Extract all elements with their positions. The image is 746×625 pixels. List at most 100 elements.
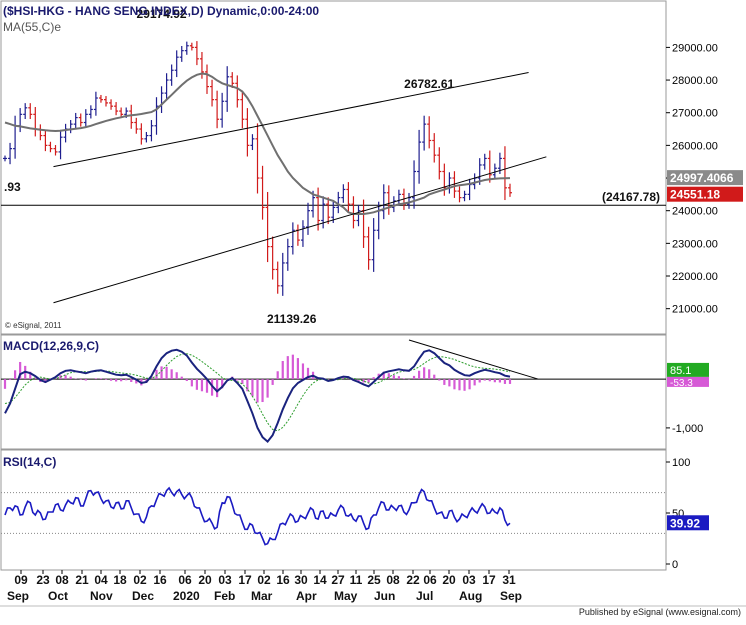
x-axis-day-label: 20 xyxy=(442,573,456,587)
x-axis-day-label: 16 xyxy=(276,573,290,587)
price-bar xyxy=(391,196,396,213)
rsi-value-text: 39.92 xyxy=(670,516,700,530)
rsi-value-tag xyxy=(667,515,709,531)
ma-indicator-label: MA(55,C)e xyxy=(3,20,61,34)
price-bar xyxy=(341,184,346,203)
x-axis-month-label: May xyxy=(334,589,358,603)
price-bar xyxy=(78,113,83,127)
price-bar xyxy=(169,64,174,86)
price-axis-label: 28000.00 xyxy=(672,75,718,87)
x-axis-day-label: 02 xyxy=(257,573,271,587)
price-bar xyxy=(336,191,341,214)
price-bar xyxy=(174,50,179,78)
macd-panel-frame xyxy=(0,334,667,450)
price-bar xyxy=(482,153,487,170)
x-axis-month-label: Jun xyxy=(374,589,395,603)
price-bar xyxy=(447,172,452,194)
price-bar xyxy=(215,90,220,129)
x-axis-day-label: 08 xyxy=(55,573,69,587)
price-bar xyxy=(386,185,391,215)
price-bar xyxy=(83,109,88,128)
price-bar xyxy=(139,123,144,145)
price-bar xyxy=(8,142,13,165)
x-axis-month-label: Oct xyxy=(48,589,68,603)
x-axis-month-label: Aug xyxy=(459,589,482,603)
price-bar xyxy=(23,103,28,120)
price-bar xyxy=(407,192,411,209)
x-axis-day-label: 11 xyxy=(350,573,363,587)
high-annotation-label: 29174.92 xyxy=(137,7,187,21)
x-axis-day-label: 21 xyxy=(75,573,89,587)
price-bar xyxy=(43,129,48,152)
price-bar xyxy=(33,106,38,137)
price-bar xyxy=(240,90,245,129)
rsi-layer xyxy=(1,486,666,546)
low-annotation-label: 21139.26 xyxy=(267,312,317,326)
price-bar xyxy=(225,66,230,112)
x-axis-day-label: 06 xyxy=(423,573,437,587)
rsi-axis-label: 100 xyxy=(672,457,690,469)
price-bar xyxy=(462,190,467,202)
price-bar xyxy=(134,117,139,134)
x-axis-day-label: 03 xyxy=(218,573,232,587)
price-axis-label: 22000.00 xyxy=(672,271,718,283)
price-bar xyxy=(53,145,58,156)
x-axis-day-label: 25 xyxy=(367,573,381,587)
price-bar xyxy=(58,129,63,160)
price-bar xyxy=(109,99,114,110)
price-bar xyxy=(220,92,225,128)
price-bar xyxy=(361,199,366,248)
x-axis-day-label: 02 xyxy=(133,573,147,587)
price-chart-title: ($HSI-HKG - HANG SENG INDEX,D) Dynamic,0… xyxy=(3,4,319,18)
price-bar xyxy=(356,204,361,227)
x-axis-month-label: 2020 xyxy=(173,589,200,603)
price-bar xyxy=(13,115,18,159)
x-axis-day-label: 09 xyxy=(14,573,28,587)
macd-signal-text: -53.3 xyxy=(670,378,693,389)
x-axis-day-label: 03 xyxy=(462,573,476,587)
macd-value-text: 85.1 xyxy=(670,365,691,377)
price-value-text: 24551.18 xyxy=(670,188,720,202)
x-axis-month-label: Dec xyxy=(132,589,154,603)
price-bar xyxy=(275,261,280,294)
price-axis-label: 29000.00 xyxy=(672,42,718,54)
price-axis-label: 23000.00 xyxy=(672,238,718,250)
price-bar xyxy=(210,79,215,107)
x-axis-month-label: Sep xyxy=(500,589,522,603)
x-axis-month-label: Jul xyxy=(416,589,433,603)
channel-lower-line xyxy=(53,156,547,304)
price-axis-label: 24000.00 xyxy=(672,206,718,218)
x-axis-day-label: 31 xyxy=(502,573,516,587)
price-bar xyxy=(265,191,270,263)
price-bar xyxy=(290,222,295,255)
x-axis-day-label: 22 xyxy=(406,573,420,587)
x-axis-day-label: 27 xyxy=(331,573,345,587)
x-axis-day-label: 06 xyxy=(178,573,192,587)
price-bar xyxy=(205,64,209,94)
price-bar xyxy=(452,171,457,198)
channel-upper-line xyxy=(53,72,529,168)
x-axis-month-label: Nov xyxy=(90,589,113,603)
price-bar xyxy=(119,107,124,118)
price-bar xyxy=(230,72,235,88)
price-layer: 29174.92 26782.61 21139.26 (24167.78) .93 xyxy=(1,7,666,326)
x-axis-month-label: Sep xyxy=(7,589,29,603)
rsi-panel-frame xyxy=(0,449,667,571)
x-axis-day-label: 14 xyxy=(313,573,327,587)
price-bar xyxy=(48,141,53,153)
price-bar xyxy=(427,116,432,149)
price-bar xyxy=(28,103,33,120)
x-axis-day-label: 17 xyxy=(482,573,496,587)
x-axis-day-label: 16 xyxy=(153,573,167,587)
price-bar xyxy=(184,41,189,55)
rsi-line xyxy=(4,486,511,546)
price-bar xyxy=(18,108,23,133)
price-axis-label: 26000.00 xyxy=(672,140,718,152)
offscreen-value-label: .93 xyxy=(4,180,21,194)
footer-credit: Published by eSignal (www.esignal.com) xyxy=(579,607,741,617)
price-bar xyxy=(280,252,285,296)
price-bar xyxy=(285,238,290,271)
price-bar xyxy=(159,86,164,114)
